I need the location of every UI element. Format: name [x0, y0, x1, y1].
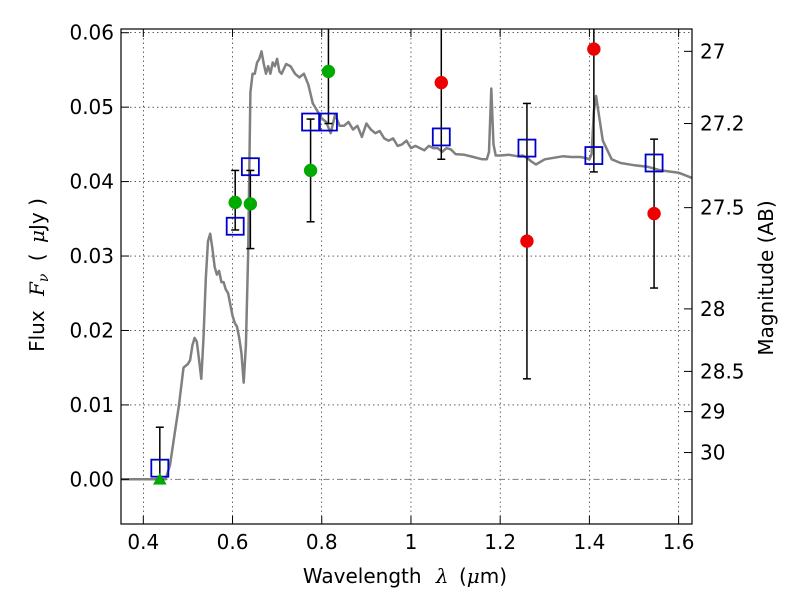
- x-axis-unit-open: (: [459, 564, 467, 588]
- square-marker: [225, 216, 245, 236]
- x-tick-label: 0.6: [217, 530, 249, 554]
- x-tick-label: 1.4: [573, 530, 605, 554]
- square-marker: [240, 157, 260, 177]
- y-axis-unit-mu: μ: [25, 230, 49, 243]
- square-marker: [644, 153, 664, 173]
- circle-marker: [228, 195, 242, 210]
- model-spectrum: [121, 50, 693, 481]
- y2-tick-label: 27: [700, 39, 725, 63]
- y-axis-symbol-sub: ν: [36, 273, 52, 282]
- x-axis-title: Wavelength λ (μm): [303, 564, 507, 588]
- circle-marker: [520, 234, 534, 248]
- y-tick-label: 0.03: [69, 244, 114, 268]
- y2-tick-label: 29: [700, 400, 725, 424]
- square-marker: [319, 112, 338, 132]
- x-axis-symbol: λ: [435, 564, 449, 588]
- x-axis-unit-rest: m): [480, 564, 507, 588]
- plot-frame: [120, 28, 693, 525]
- y2-tick-label: 30: [700, 441, 725, 465]
- y-axis-title: Flux Fν ( μJy ): [25, 198, 53, 352]
- square-marker: [584, 146, 604, 165]
- y-axis-title-text: Flux: [25, 310, 49, 352]
- circle-marker: [587, 42, 601, 56]
- y-tick-label: 0.04: [69, 170, 114, 194]
- x-tick-label: 1.6: [663, 530, 695, 554]
- circle-marker: [434, 75, 449, 90]
- y-axis-symbol: F: [25, 281, 49, 297]
- x-tick-label: 1.2: [484, 530, 516, 554]
- axis-ticks: 0.4 0.6 0.8 1 1.2 1.4 1.6 0.00 0.01 0.02 0.03 0.04 0…: [69, 21, 744, 554]
- x-axis-title-text: Wavelength: [303, 564, 422, 588]
- y2-tick-label: 28: [700, 297, 725, 321]
- triangle-marker: [152, 472, 167, 485]
- y2-axis-title: Magnitude (AB): [754, 200, 778, 355]
- circle-marker: [243, 197, 258, 211]
- grid-lines: [121, 29, 692, 524]
- x-tick-label: 1: [405, 530, 418, 554]
- square-marker: [431, 127, 451, 147]
- square-marker: [517, 138, 537, 158]
- x-tick-label: 0.4: [127, 530, 159, 554]
- y2-tick-label: 27.2: [700, 112, 745, 136]
- y-tick-label: 0.01: [69, 393, 114, 417]
- y2-tick-label: 27.5: [700, 196, 745, 220]
- y-tick-label: 0.02: [69, 318, 114, 342]
- circle-marker: [647, 206, 661, 221]
- y-axis-unit-open: (: [25, 253, 49, 261]
- y-tick-label: 0.06: [69, 21, 114, 45]
- x-axis-unit-mu: μ: [467, 564, 480, 588]
- y-tick-label: 0.00: [69, 467, 114, 491]
- spectrum-line: [121, 50, 693, 481]
- y2-tick-label: 28.5: [700, 359, 745, 383]
- x-tick-label: 0.8: [306, 530, 338, 554]
- circle-marker: [321, 64, 336, 79]
- error-bars: [155, 29, 659, 481]
- y-axis-unit-rest: Jy ): [25, 198, 49, 232]
- photometry-markers: [150, 42, 664, 485]
- circle-marker: [303, 163, 318, 178]
- y-tick-label: 0.05: [69, 95, 114, 119]
